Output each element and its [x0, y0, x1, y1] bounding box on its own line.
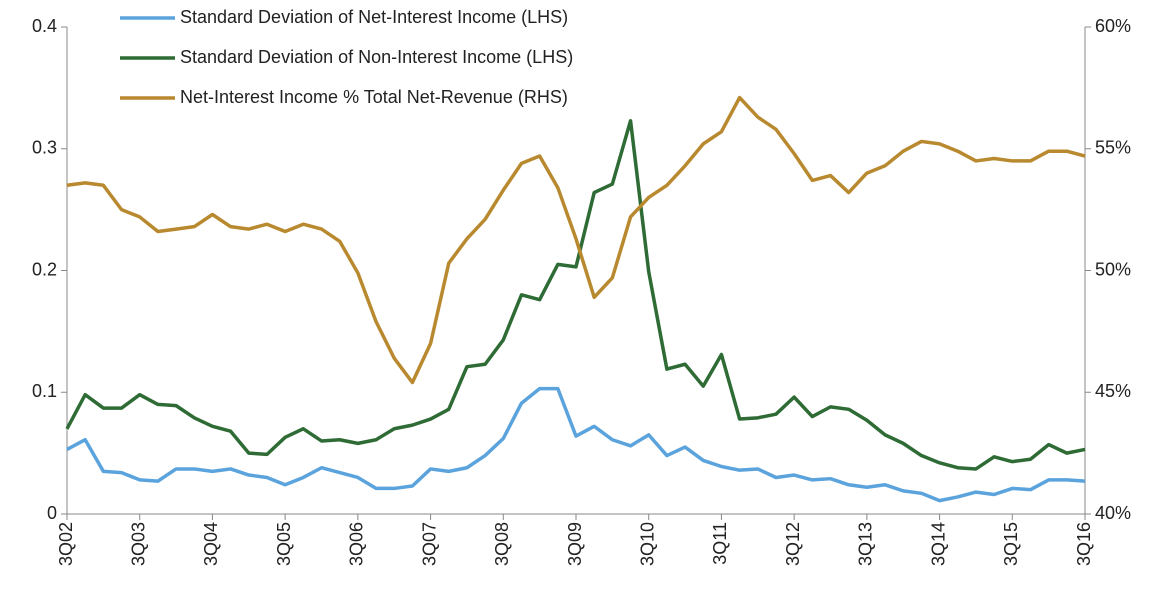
x-tick-label: 3Q03: [128, 522, 148, 566]
y-tick-label: 0.1: [32, 381, 57, 401]
x-tick-label: 3Q11: [710, 522, 730, 565]
y-tick-label: 0: [47, 503, 57, 523]
series-line: [66, 95, 1086, 385]
x-tick-label: 3Q12: [783, 522, 803, 566]
y2-tick-label: 60%: [1095, 16, 1131, 36]
x-tick-label: 3Q13: [856, 522, 876, 566]
y-tick-label: 0.2: [32, 259, 57, 279]
x-tick-label: 3Q10: [637, 522, 657, 566]
y2-tick-label: 45%: [1095, 381, 1131, 401]
x-tick-label: 3Q14: [928, 522, 948, 566]
y-tick-label: 0.4: [32, 16, 57, 36]
series-line: [65, 119, 1086, 471]
x-tick-label: 3Q06: [347, 522, 367, 566]
legend-label: Net-Interest Income % Total Net-Revenue …: [180, 87, 568, 107]
y2-tick-label: 50%: [1095, 259, 1131, 279]
x-tick-label: 3Q04: [201, 522, 221, 566]
y2-tick-label: 40%: [1095, 503, 1131, 523]
x-tick-label: 3Q05: [274, 522, 294, 566]
x-tick-label: 3Q07: [419, 522, 439, 566]
legend-label: Standard Deviation of Non-Interest Incom…: [180, 47, 573, 67]
x-tick-label: 3Q08: [492, 522, 512, 566]
x-tick-label: 3Q09: [565, 522, 585, 566]
y-tick-label: 0.3: [32, 138, 57, 158]
legend-label: Standard Deviation of Net-Interest Incom…: [180, 7, 568, 27]
x-tick-label: 3Q02: [56, 522, 76, 566]
y2-tick-label: 55%: [1095, 138, 1131, 158]
x-tick-label: 3Q15: [1001, 522, 1021, 566]
x-tick-label: 3Q16: [1074, 522, 1094, 566]
series-line: [66, 386, 1086, 503]
